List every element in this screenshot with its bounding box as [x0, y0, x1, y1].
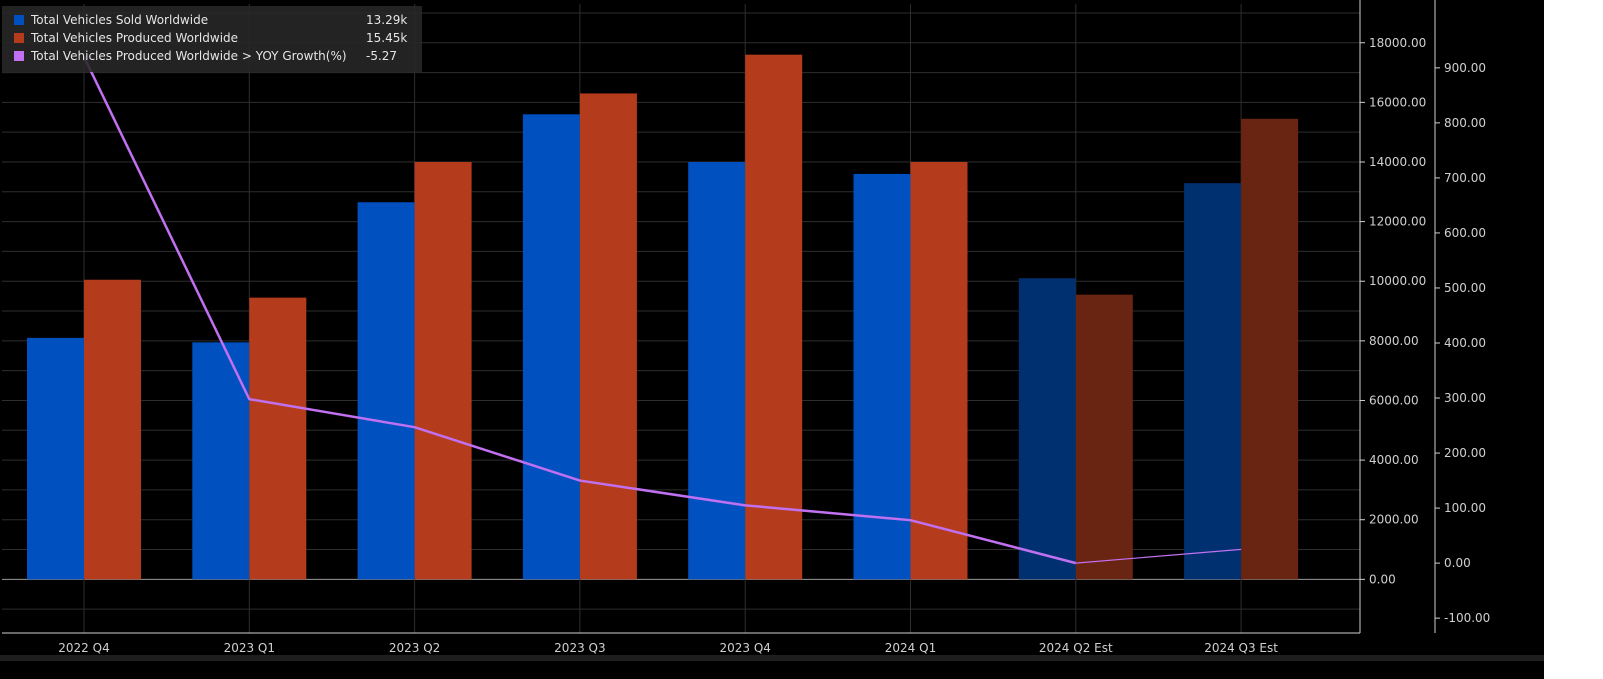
- bar-produced-2024-q1: [910, 161, 968, 580]
- x-axis-category-label: 2024 Q1: [885, 641, 936, 655]
- chart-panel: 0.00 2000.00 4000.00 6000.00 8000.00 10000.00…: [0, 0, 1544, 679]
- x-axis-category-label: 2023 Q1: [224, 641, 275, 655]
- bar-sold-2023-q4: [688, 161, 746, 580]
- legend-item-sold: Total Vehicles Sold Worldwide 13.29k: [2, 11, 422, 29]
- left-axis-tick-label: 14000.00: [1369, 155, 1426, 169]
- x-axis-category-label: 2024 Q3 Est: [1204, 641, 1278, 655]
- left-axis-tick-label: 10000.00: [1369, 274, 1426, 288]
- legend-value-sold: 13.29k: [366, 13, 408, 27]
- bar-sold-2023-q1: [192, 342, 250, 580]
- right-axis-tick-label: -100.00: [1444, 611, 1490, 625]
- left-axis-tick-label: 16000.00: [1369, 95, 1426, 109]
- bar-produced-2023-q2: [414, 161, 472, 580]
- legend-item-produced: Total Vehicles Produced Worldwide 15.45k: [2, 29, 422, 47]
- legend-item-yoy-growth: Total Vehicles Produced Worldwide > YOY …: [2, 47, 422, 65]
- bar-produced-2022-q4: [84, 279, 141, 580]
- right-axis-tick-label: 200.00: [1444, 446, 1486, 460]
- line-layer: [82, 56, 1242, 565]
- bars-layer: [27, 54, 1299, 580]
- x-axis-category-label: 2024 Q2 Est: [1039, 641, 1113, 655]
- left-axis-tick-label: 4000.00: [1369, 453, 1419, 467]
- right-axis-tick-label: 0.00: [1444, 556, 1471, 570]
- legend-swatch-sold: [14, 15, 24, 25]
- right-axis-tick-label: 700.00: [1444, 171, 1486, 185]
- right-axis-tick-label: 500.00: [1444, 281, 1486, 295]
- x-axis-category-label: 2023 Q4: [719, 641, 770, 655]
- right-axis-tick-label: 100.00: [1444, 501, 1486, 515]
- left-axis-tick-label: 0.00: [1369, 572, 1396, 586]
- legend-swatch-produced: [14, 33, 24, 43]
- yoy-growth-line: [82, 56, 1077, 565]
- left-axis-tick-label: 2000.00: [1369, 513, 1419, 527]
- legend-label-sold: Total Vehicles Sold Worldwide: [31, 13, 209, 27]
- left-axis-tick-label: 12000.00: [1369, 215, 1426, 229]
- x-axis-category-label: 2023 Q3: [554, 641, 605, 655]
- legend-value-produced: 15.45k: [366, 31, 408, 45]
- right-axis-tick-label: 300.00: [1444, 391, 1486, 405]
- bar-produced-2024-q3-est: [1241, 118, 1299, 580]
- bar-sold-2024-q3-est: [1184, 183, 1242, 580]
- left-axis-tick-label: 6000.00: [1369, 393, 1419, 407]
- right-axis-tick-label: 800.00: [1444, 116, 1486, 130]
- x-axis-category-label: 2022 Q4: [58, 641, 109, 655]
- left-axis-tick-label: 18000.00: [1369, 36, 1426, 50]
- bar-produced-2024-q2-est: [1075, 294, 1133, 580]
- bar-sold-2023-q2: [357, 202, 415, 580]
- axes-layer: 0.00 2000.00 4000.00 6000.00 8000.00 10000.00…: [0, 0, 1544, 661]
- legend-label-yoy-growth: Total Vehicles Produced Worldwide > YOY …: [31, 49, 347, 63]
- yoy-growth-estimate-line: [1075, 548, 1242, 564]
- left-axis-tick-label: 8000.00: [1369, 334, 1419, 348]
- legend-swatch-yoy-growth: [14, 51, 24, 61]
- legend-label-produced: Total Vehicles Produced Worldwide: [31, 31, 239, 45]
- right-axis-tick-label: 900.00: [1444, 61, 1486, 75]
- bar-sold-2024-q1: [853, 173, 911, 580]
- bar-sold-2023-q3: [522, 114, 580, 580]
- legend: Total Vehicles Sold Worldwide 13.29k Tot…: [2, 6, 422, 72]
- right-axis-tick-label: 600.00: [1444, 226, 1486, 240]
- right-axis-tick-label: 400.00: [1444, 336, 1486, 350]
- bar-sold-2022-q4: [27, 337, 84, 580]
- combo-chart: 0.00 2000.00 4000.00 6000.00 8000.00 10000.00…: [0, 0, 1544, 661]
- legend-value-yoy-growth: -5.27: [366, 49, 398, 63]
- x-axis-category-label: 2023 Q2: [389, 641, 440, 655]
- bar-sold-2024-q2-est: [1018, 278, 1076, 580]
- bar-produced-2023-q4: [745, 54, 803, 580]
- bar-produced-2023-q1: [249, 297, 307, 580]
- bar-produced-2023-q3: [579, 93, 637, 580]
